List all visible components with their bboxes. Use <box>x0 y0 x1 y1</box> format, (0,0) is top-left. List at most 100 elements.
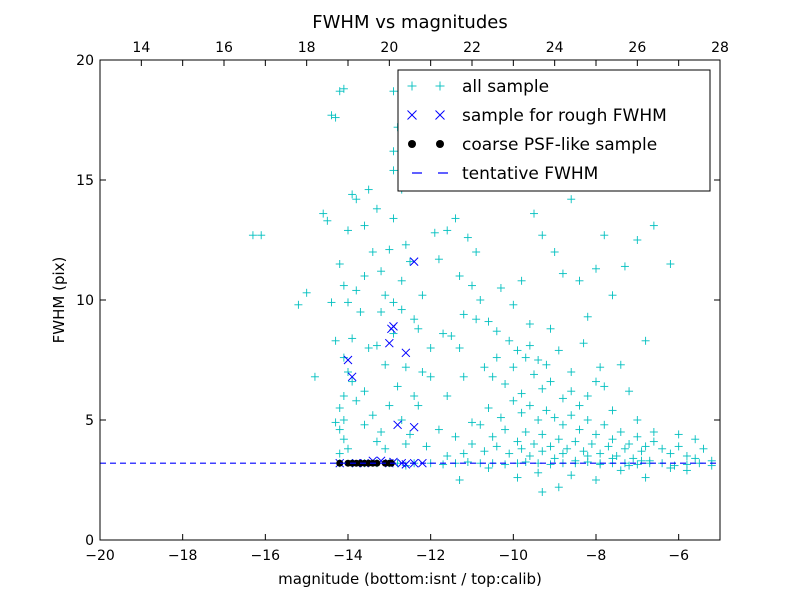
all-sample-point <box>451 214 460 223</box>
all-sample-point <box>360 221 369 230</box>
all-sample-point <box>534 356 543 364</box>
legend: all sample sample for rough FWHM coarse PS… <box>397 69 711 192</box>
all-sample-point <box>513 437 522 446</box>
all-sample-point <box>385 245 394 254</box>
all-sample-point <box>616 428 625 436</box>
top-tick-label: 16 <box>215 40 233 56</box>
all-sample-point <box>426 344 435 352</box>
all-sample-point <box>463 233 472 242</box>
all-sample-point <box>344 444 352 453</box>
chart-title: FWHM vs magnitudes <box>312 12 507 33</box>
all-sample-point <box>476 420 485 429</box>
all-sample-point <box>426 372 435 381</box>
y-tick-label: 20 <box>76 53 94 69</box>
all-sample-point <box>596 363 605 372</box>
x-tick-label: −16 <box>251 548 281 564</box>
legend-label: coarse PSF-like sample <box>462 135 657 155</box>
all-sample-point <box>360 387 369 396</box>
all-sample-point <box>579 447 588 456</box>
all-sample-point <box>530 370 538 379</box>
all-sample-point <box>682 452 691 460</box>
all-sample-point <box>616 466 625 475</box>
all-sample-point <box>517 389 526 398</box>
all-sample-point <box>600 420 609 429</box>
all-sample-point <box>538 231 547 240</box>
all-sample-point <box>633 236 642 244</box>
all-sample-point <box>517 276 526 285</box>
all-sample-point <box>414 401 423 410</box>
all-sample-point <box>339 353 348 362</box>
all-sample-point <box>641 336 650 345</box>
y-tick-label: 10 <box>76 293 94 309</box>
all-sample-point <box>401 363 410 372</box>
all-sample-point <box>575 425 584 434</box>
all-sample-point <box>575 401 584 410</box>
all-sample-point <box>558 394 567 403</box>
all-sample-point <box>666 464 675 472</box>
all-sample-point <box>637 447 646 456</box>
all-sample-point <box>658 444 667 453</box>
all-sample-point <box>484 404 493 412</box>
all-sample-point <box>484 464 493 472</box>
all-sample-point <box>542 360 551 369</box>
all-sample-point <box>513 346 522 355</box>
all-sample-point <box>649 437 658 446</box>
all-sample-point <box>509 396 518 405</box>
all-sample-point <box>612 452 621 460</box>
all-sample-point <box>501 380 510 388</box>
all-sample-point <box>468 418 476 427</box>
all-sample-point <box>414 324 423 333</box>
all-sample-point <box>377 428 386 436</box>
all-sample-point <box>641 473 650 482</box>
all-sample-point <box>410 392 419 400</box>
x-tick-label: −10 <box>499 548 529 564</box>
all-sample-point <box>567 471 576 480</box>
all-sample-point <box>534 416 543 424</box>
all-sample-point <box>472 315 481 324</box>
x-tick-label: −14 <box>333 548 363 564</box>
all-sample-point <box>348 377 357 386</box>
all-sample-point <box>389 166 398 175</box>
all-sample-point <box>608 406 617 415</box>
all-sample-point <box>439 329 448 338</box>
psf-like-point <box>336 459 344 467</box>
all-sample-point <box>600 382 609 391</box>
all-sample-point <box>364 344 373 352</box>
all-sample-point <box>583 416 592 424</box>
rough-fwhm-point <box>401 348 411 358</box>
top-tick-label: 18 <box>298 40 316 56</box>
all-sample-point <box>335 87 344 96</box>
rough-fwhm-point <box>409 257 419 266</box>
legend-marker <box>435 81 445 91</box>
all-sample-point <box>451 432 460 441</box>
x-axis-label: magnitude (bottom:isnt / top:calib) <box>278 570 542 588</box>
all-sample-point <box>352 286 361 295</box>
all-sample-point <box>327 298 336 307</box>
all-sample-point <box>596 460 605 469</box>
all-sample-point <box>633 416 642 424</box>
all-sample-point <box>488 372 497 381</box>
y-tick-label: 0 <box>85 533 94 549</box>
legend-entry: all sample <box>407 77 549 97</box>
rough-fwhm-point <box>384 338 394 348</box>
all-sample-point <box>558 449 567 458</box>
all-sample-point <box>550 248 559 256</box>
all-sample-point <box>339 281 348 290</box>
all-sample-point <box>389 87 398 96</box>
all-sample-point <box>352 396 361 405</box>
all-sample-point <box>525 320 534 328</box>
all-sample-point <box>348 190 357 199</box>
all-sample-point <box>629 454 638 463</box>
all-sample-point <box>554 483 563 492</box>
all-sample-point <box>356 308 365 316</box>
all-sample-point <box>567 387 576 396</box>
all-sample-point <box>625 461 634 470</box>
y-tick-label: 5 <box>85 413 94 429</box>
all-sample-point <box>372 204 381 213</box>
all-sample-point <box>625 387 634 396</box>
x-tick-label: −12 <box>416 548 446 564</box>
all-sample-point <box>496 413 505 422</box>
all-sample-point <box>492 327 501 336</box>
all-sample-point <box>331 336 340 345</box>
